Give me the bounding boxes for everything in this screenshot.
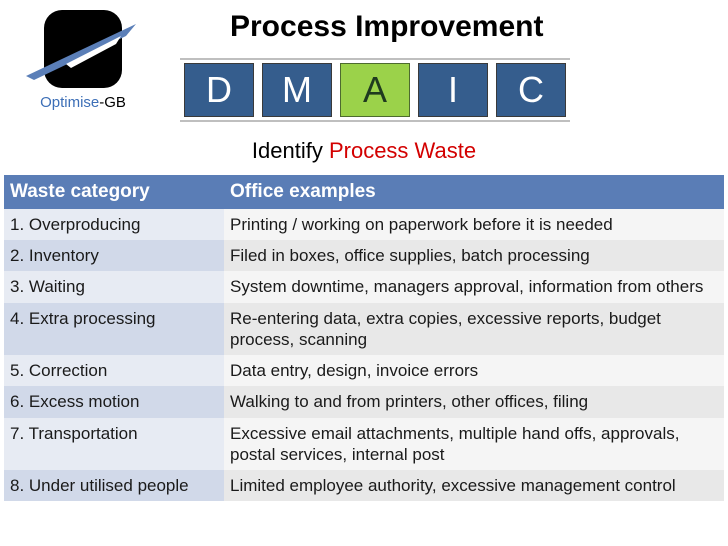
table-row: 2. Inventory Filed in boxes, office supp… (4, 240, 724, 271)
cell-examples: Data entry, design, invoice errors (224, 355, 724, 386)
dmaic-i: I (418, 63, 488, 117)
table-body: 1. Overproducing Printing / working on p… (4, 209, 724, 502)
cell-examples: Re-entering data, extra copies, excessiv… (224, 303, 724, 356)
cell-category: 1. Overproducing (4, 209, 224, 240)
swoosh-icon (26, 16, 146, 86)
table-row: 7. Transportation Excessive email attach… (4, 418, 724, 471)
dmaic-m: M (262, 63, 332, 117)
col-header-examples: Office examples (224, 175, 724, 209)
cell-category: 7. Transportation (4, 418, 224, 471)
table-row: 8. Under utilised people Limited employe… (4, 470, 724, 501)
dmaic-strip: D M A I C (180, 58, 570, 122)
table-row: 3. Waiting System downtime, managers app… (4, 271, 724, 302)
subtitle-identify: Identify (252, 138, 329, 163)
table-row: 1. Overproducing Printing / working on p… (4, 209, 724, 240)
subtitle-process-waste: Process Waste (329, 138, 476, 163)
cell-examples: Walking to and from printers, other offi… (224, 386, 724, 417)
cell-category: 8. Under utilised people (4, 470, 224, 501)
col-header-category: Waste category (4, 175, 224, 209)
cell-examples: Printing / working on paperwork before i… (224, 209, 724, 240)
cell-category: 3. Waiting (4, 271, 224, 302)
table-row: 6. Excess motion Walking to and from pri… (4, 386, 724, 417)
brand-optimise: Optimise (40, 94, 99, 111)
table-header-row: Waste category Office examples (4, 175, 724, 209)
cell-examples: Excessive email attachments, multiple ha… (224, 418, 724, 471)
cell-category: 4. Extra processing (4, 303, 224, 356)
dmaic-d: D (184, 63, 254, 117)
waste-table: Waste category Office examples 1. Overpr… (4, 175, 724, 501)
table-row: 5. Correction Data entry, design, invoic… (4, 355, 724, 386)
brand-text: Optimise-GB (18, 94, 148, 111)
brand-logo (44, 10, 122, 88)
cell-examples: Limited employee authority, excessive ma… (224, 470, 724, 501)
cell-category: 2. Inventory (4, 240, 224, 271)
cell-category: 6. Excess motion (4, 386, 224, 417)
subtitle: Identify Process Waste (0, 138, 728, 164)
dmaic-c: C (496, 63, 566, 117)
brand-gb: -GB (99, 94, 126, 111)
cell-examples: System downtime, managers approval, info… (224, 271, 724, 302)
cell-examples: Filed in boxes, office supplies, batch p… (224, 240, 724, 271)
brand-block: Optimise-GB (18, 10, 148, 111)
cell-category: 5. Correction (4, 355, 224, 386)
header: Optimise-GB Process Improvement D M A I … (0, 0, 728, 170)
table-row: 4. Extra processing Re-entering data, ex… (4, 303, 724, 356)
dmaic-a: A (340, 63, 410, 117)
page-title: Process Improvement (230, 10, 543, 44)
